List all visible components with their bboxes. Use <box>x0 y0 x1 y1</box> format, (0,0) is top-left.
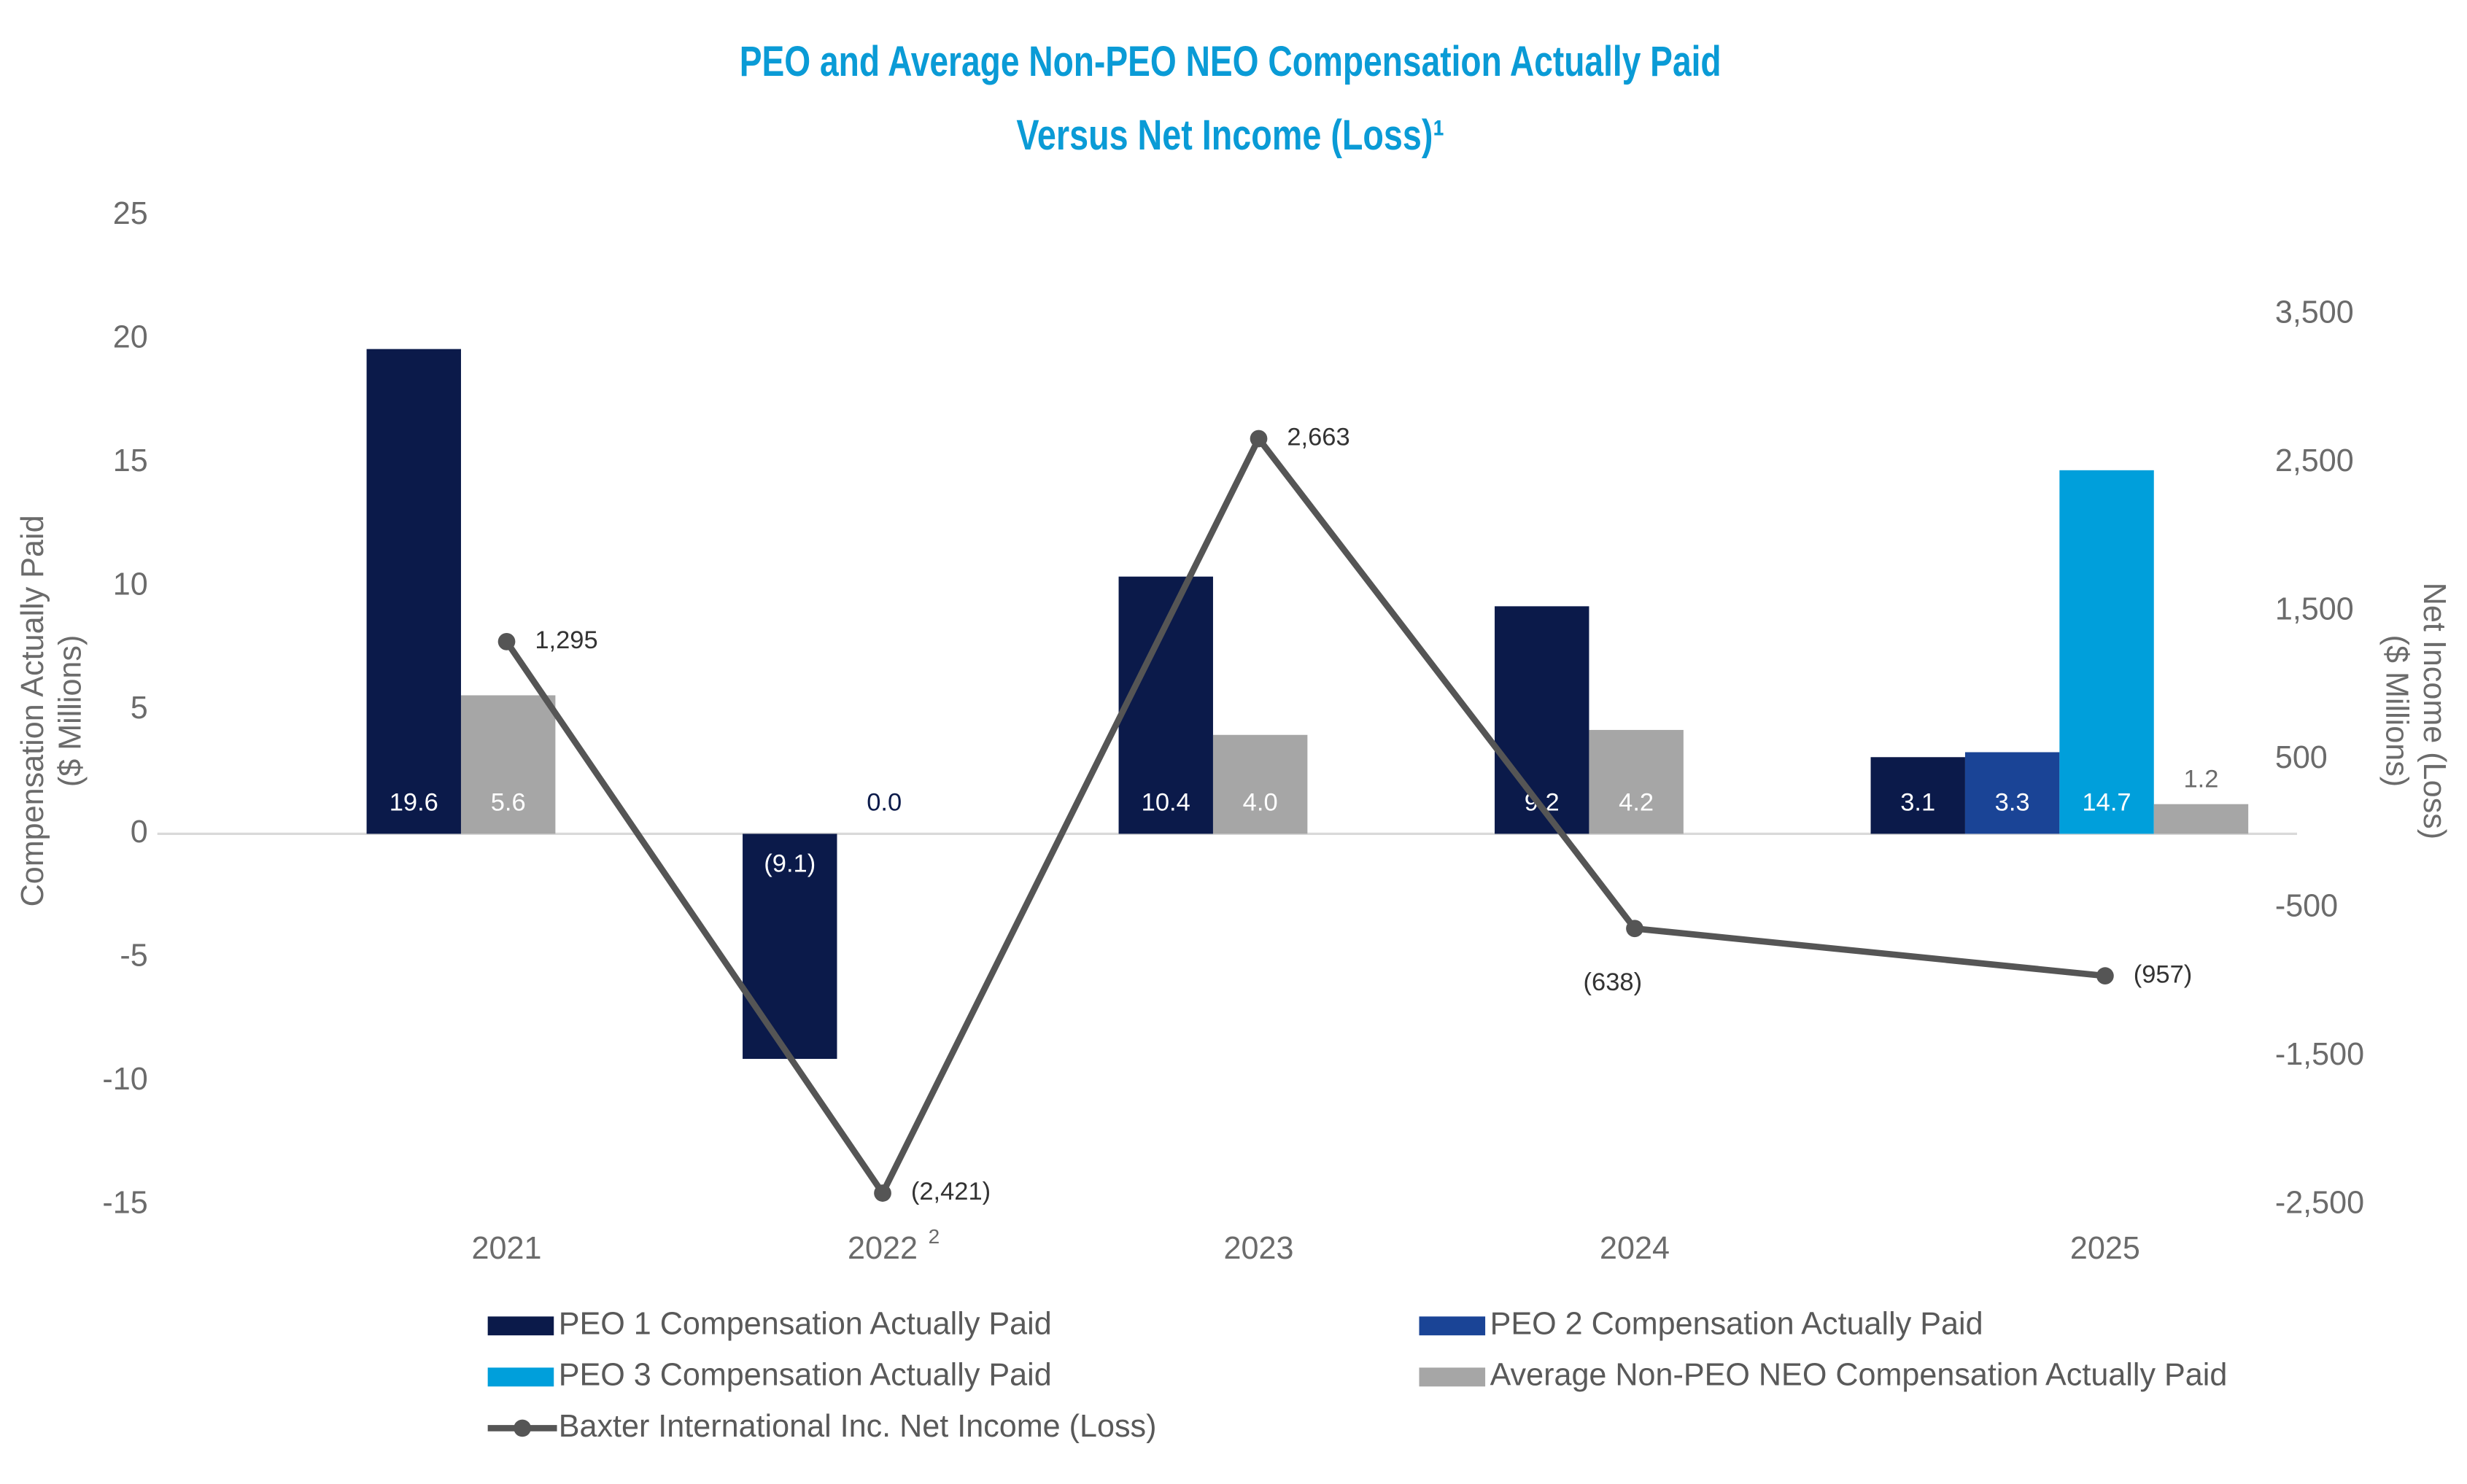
bar-value-label: 0.0 <box>867 789 902 817</box>
y2-tick-label: 1,500 <box>2275 592 2354 627</box>
legend-label: Average Non-PEO NEO Compensation Actuall… <box>1490 1358 2228 1393</box>
bar-value-label: 10.4 <box>1142 789 1190 817</box>
y-tick-label: 25 <box>113 196 148 231</box>
line-value-label: (957) <box>2134 960 2193 988</box>
line-point <box>497 633 516 650</box>
legend-item: PEO 3 Compensation Actually Paid <box>487 1358 1052 1393</box>
line-point <box>1250 430 1268 448</box>
y-tick-label: 0 <box>131 815 148 850</box>
y-axis-title: Compensation Actually Paid ($ Millions) <box>15 515 88 906</box>
y-tick-label: 10 <box>113 567 148 602</box>
y-tick-label: 20 <box>113 319 148 354</box>
bar <box>1870 757 1965 834</box>
bar-value-label: 19.6 <box>390 789 438 817</box>
bar <box>366 349 461 834</box>
y2-tick-label: 500 <box>2275 740 2328 775</box>
legend-swatch <box>487 1367 554 1387</box>
legend-item: PEO 1 Compensation Actually Paid <box>487 1307 1052 1342</box>
legend-swatch <box>1419 1316 1486 1336</box>
y2-axis-title-line: ($ Millions) <box>2379 635 2414 787</box>
x-tick-label: 2025 <box>2070 1231 2140 1266</box>
bar <box>1964 752 2060 834</box>
chart-title: PEO and Average Non-PEO NEO Compensation… <box>740 38 1722 85</box>
legend-item: Baxter International Inc. Net Income (Lo… <box>487 1409 1157 1444</box>
bar <box>1212 734 1308 834</box>
bar <box>1495 606 1589 834</box>
chart-subtitle: Versus Net Income (Loss)¹ <box>1016 112 1444 159</box>
line-value-label: 1,295 <box>535 626 597 654</box>
bar <box>2153 804 2249 834</box>
legend-swatch <box>1419 1367 1486 1387</box>
bar-value-label: 1.2 <box>2183 765 2218 793</box>
legend-item: Average Non-PEO NEO Compensation Actuall… <box>1419 1358 2228 1393</box>
bar-value-label: 3.3 <box>1995 789 2030 817</box>
bar-value-label: 5.6 <box>491 789 526 817</box>
legend-label: PEO 2 Compensation Actually Paid <box>1490 1307 1983 1342</box>
y-tick-label: -10 <box>102 1062 147 1097</box>
bar <box>460 695 556 834</box>
bar-value-label: 4.2 <box>1619 789 1654 817</box>
y2-axis-title-line: Net Income (Loss) <box>2417 583 2452 839</box>
bar <box>743 834 837 1060</box>
y-axis-title-line: Compensation Actually Paid <box>15 515 50 906</box>
legend-item: PEO 2 Compensation Actually Paid <box>1419 1307 1983 1342</box>
y2-tick-label: -1,500 <box>2275 1037 2364 1072</box>
x-tick-label: 2024 <box>1600 1231 1670 1266</box>
line-point <box>1626 920 1643 938</box>
line-point <box>2096 967 2114 985</box>
y-tick-label: 5 <box>131 691 148 726</box>
x-tick-superscript: 2 <box>929 1225 940 1248</box>
bar <box>1589 729 1684 834</box>
bar-value-label: 4.0 <box>1243 789 1278 817</box>
bar-value-label: (9.1) <box>764 850 816 878</box>
y2-tick-label: -2,500 <box>2275 1186 2364 1221</box>
bar-value-label: 3.1 <box>1900 789 1935 817</box>
bar-value-label: 14.7 <box>2082 789 2131 817</box>
line-value-label: (638) <box>1584 968 1643 996</box>
y-tick-label: -5 <box>120 938 147 973</box>
legend-label: PEO 3 Compensation Actually Paid <box>559 1358 1052 1393</box>
line-value-label: 2,663 <box>1287 424 1349 451</box>
legend-marker <box>514 1419 531 1437</box>
x-tick-label: 2023 <box>1224 1231 1294 1266</box>
y2-axis-title: Net Income (Loss) ($ Millions) <box>2379 583 2452 839</box>
y2-tick-label: -500 <box>2275 889 2338 924</box>
y2-tick-label: 3,500 <box>2275 295 2354 330</box>
bar <box>2059 470 2154 834</box>
y-tick-label: -15 <box>102 1186 147 1221</box>
x-tick-label: 2022 <box>848 1231 918 1266</box>
y-tick-label: 15 <box>113 443 148 478</box>
y2-tick-label: 2,500 <box>2275 443 2354 478</box>
x-tick-label: 2021 <box>472 1231 542 1266</box>
legend-label: PEO 1 Compensation Actually Paid <box>559 1307 1052 1342</box>
line-point <box>874 1184 891 1202</box>
line-value-label: (2,421) <box>911 1178 991 1205</box>
legend-swatch <box>487 1316 554 1336</box>
legend-label: Baxter International Inc. Net Income (Lo… <box>559 1409 1157 1444</box>
y-axis-title-line: ($ Millions) <box>53 635 88 787</box>
